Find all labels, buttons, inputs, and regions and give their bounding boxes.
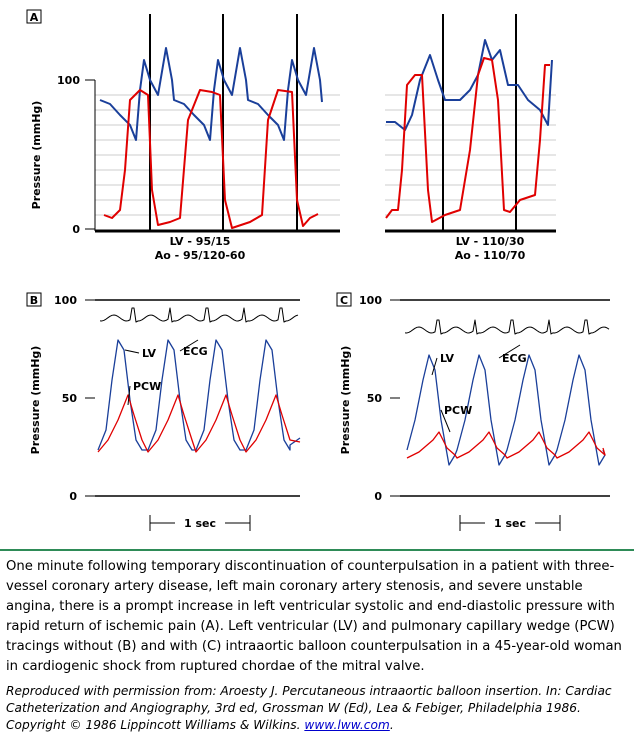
panel-label-box: [26, 9, 42, 24]
tracing: [406, 431, 606, 459]
y-axis-label: Pressure (mmHg): [30, 101, 43, 210]
tick-label: 100: [54, 294, 77, 307]
tracing: [97, 394, 301, 453]
tracing-label: ECG: [183, 345, 208, 358]
tick-label: 50: [62, 392, 78, 405]
y-axis-label: Pressure (mmHg): [29, 346, 42, 455]
divider: [0, 549, 634, 551]
scale-label: 1 sec: [184, 517, 216, 530]
pointer: [124, 349, 140, 354]
panel-label: A: [30, 11, 39, 24]
tracing-label: PCW: [133, 380, 161, 393]
panel-caption: Ao - 95/120-60: [155, 249, 246, 262]
tick-label: 100: [57, 74, 80, 87]
scale-label: 1 sec: [494, 517, 526, 530]
tick-label: 0: [72, 223, 80, 236]
pointer: [431, 357, 438, 376]
tracing: [404, 319, 610, 335]
tracing-label: PCW: [444, 404, 472, 417]
credit-link[interactable]: www.lww.com: [304, 718, 390, 732]
credit: Reproduced with permission from: Aroesty…: [6, 684, 612, 732]
tracing-label: ECG: [502, 352, 527, 365]
tick-label: 50: [367, 392, 383, 405]
tracing: [386, 39, 553, 131]
panel-label-box: [26, 292, 42, 307]
tracing-label: LV: [142, 347, 156, 360]
pointer: [440, 409, 451, 433]
panel-caption: LV - 95/15: [170, 235, 231, 248]
tracing: [406, 354, 606, 466]
tick-label: 100: [359, 294, 382, 307]
panel-label-box: [336, 292, 352, 307]
panel-caption: Ao - 110/70: [455, 249, 526, 262]
pointer: [498, 344, 521, 359]
y-axis-label: Pressure (mmHg): [339, 346, 352, 455]
tick-label: 0: [374, 490, 382, 503]
tracing: [97, 339, 301, 451]
panel-label: B: [30, 294, 38, 307]
tracing: [385, 57, 550, 223]
tracing: [103, 89, 319, 229]
pointer: [179, 339, 199, 352]
panel-label: C: [340, 294, 348, 307]
credit-text: Reproduced with permission from: Aroesty…: [6, 684, 612, 732]
tracing: [99, 47, 323, 141]
tick-label: 0: [69, 490, 77, 503]
panel-caption: LV - 110/30: [456, 235, 525, 248]
caption: One minute following temporary discontin…: [6, 559, 622, 674]
pointer: [127, 385, 131, 406]
tracing-label: LV: [440, 352, 454, 365]
tracing: [99, 307, 299, 323]
